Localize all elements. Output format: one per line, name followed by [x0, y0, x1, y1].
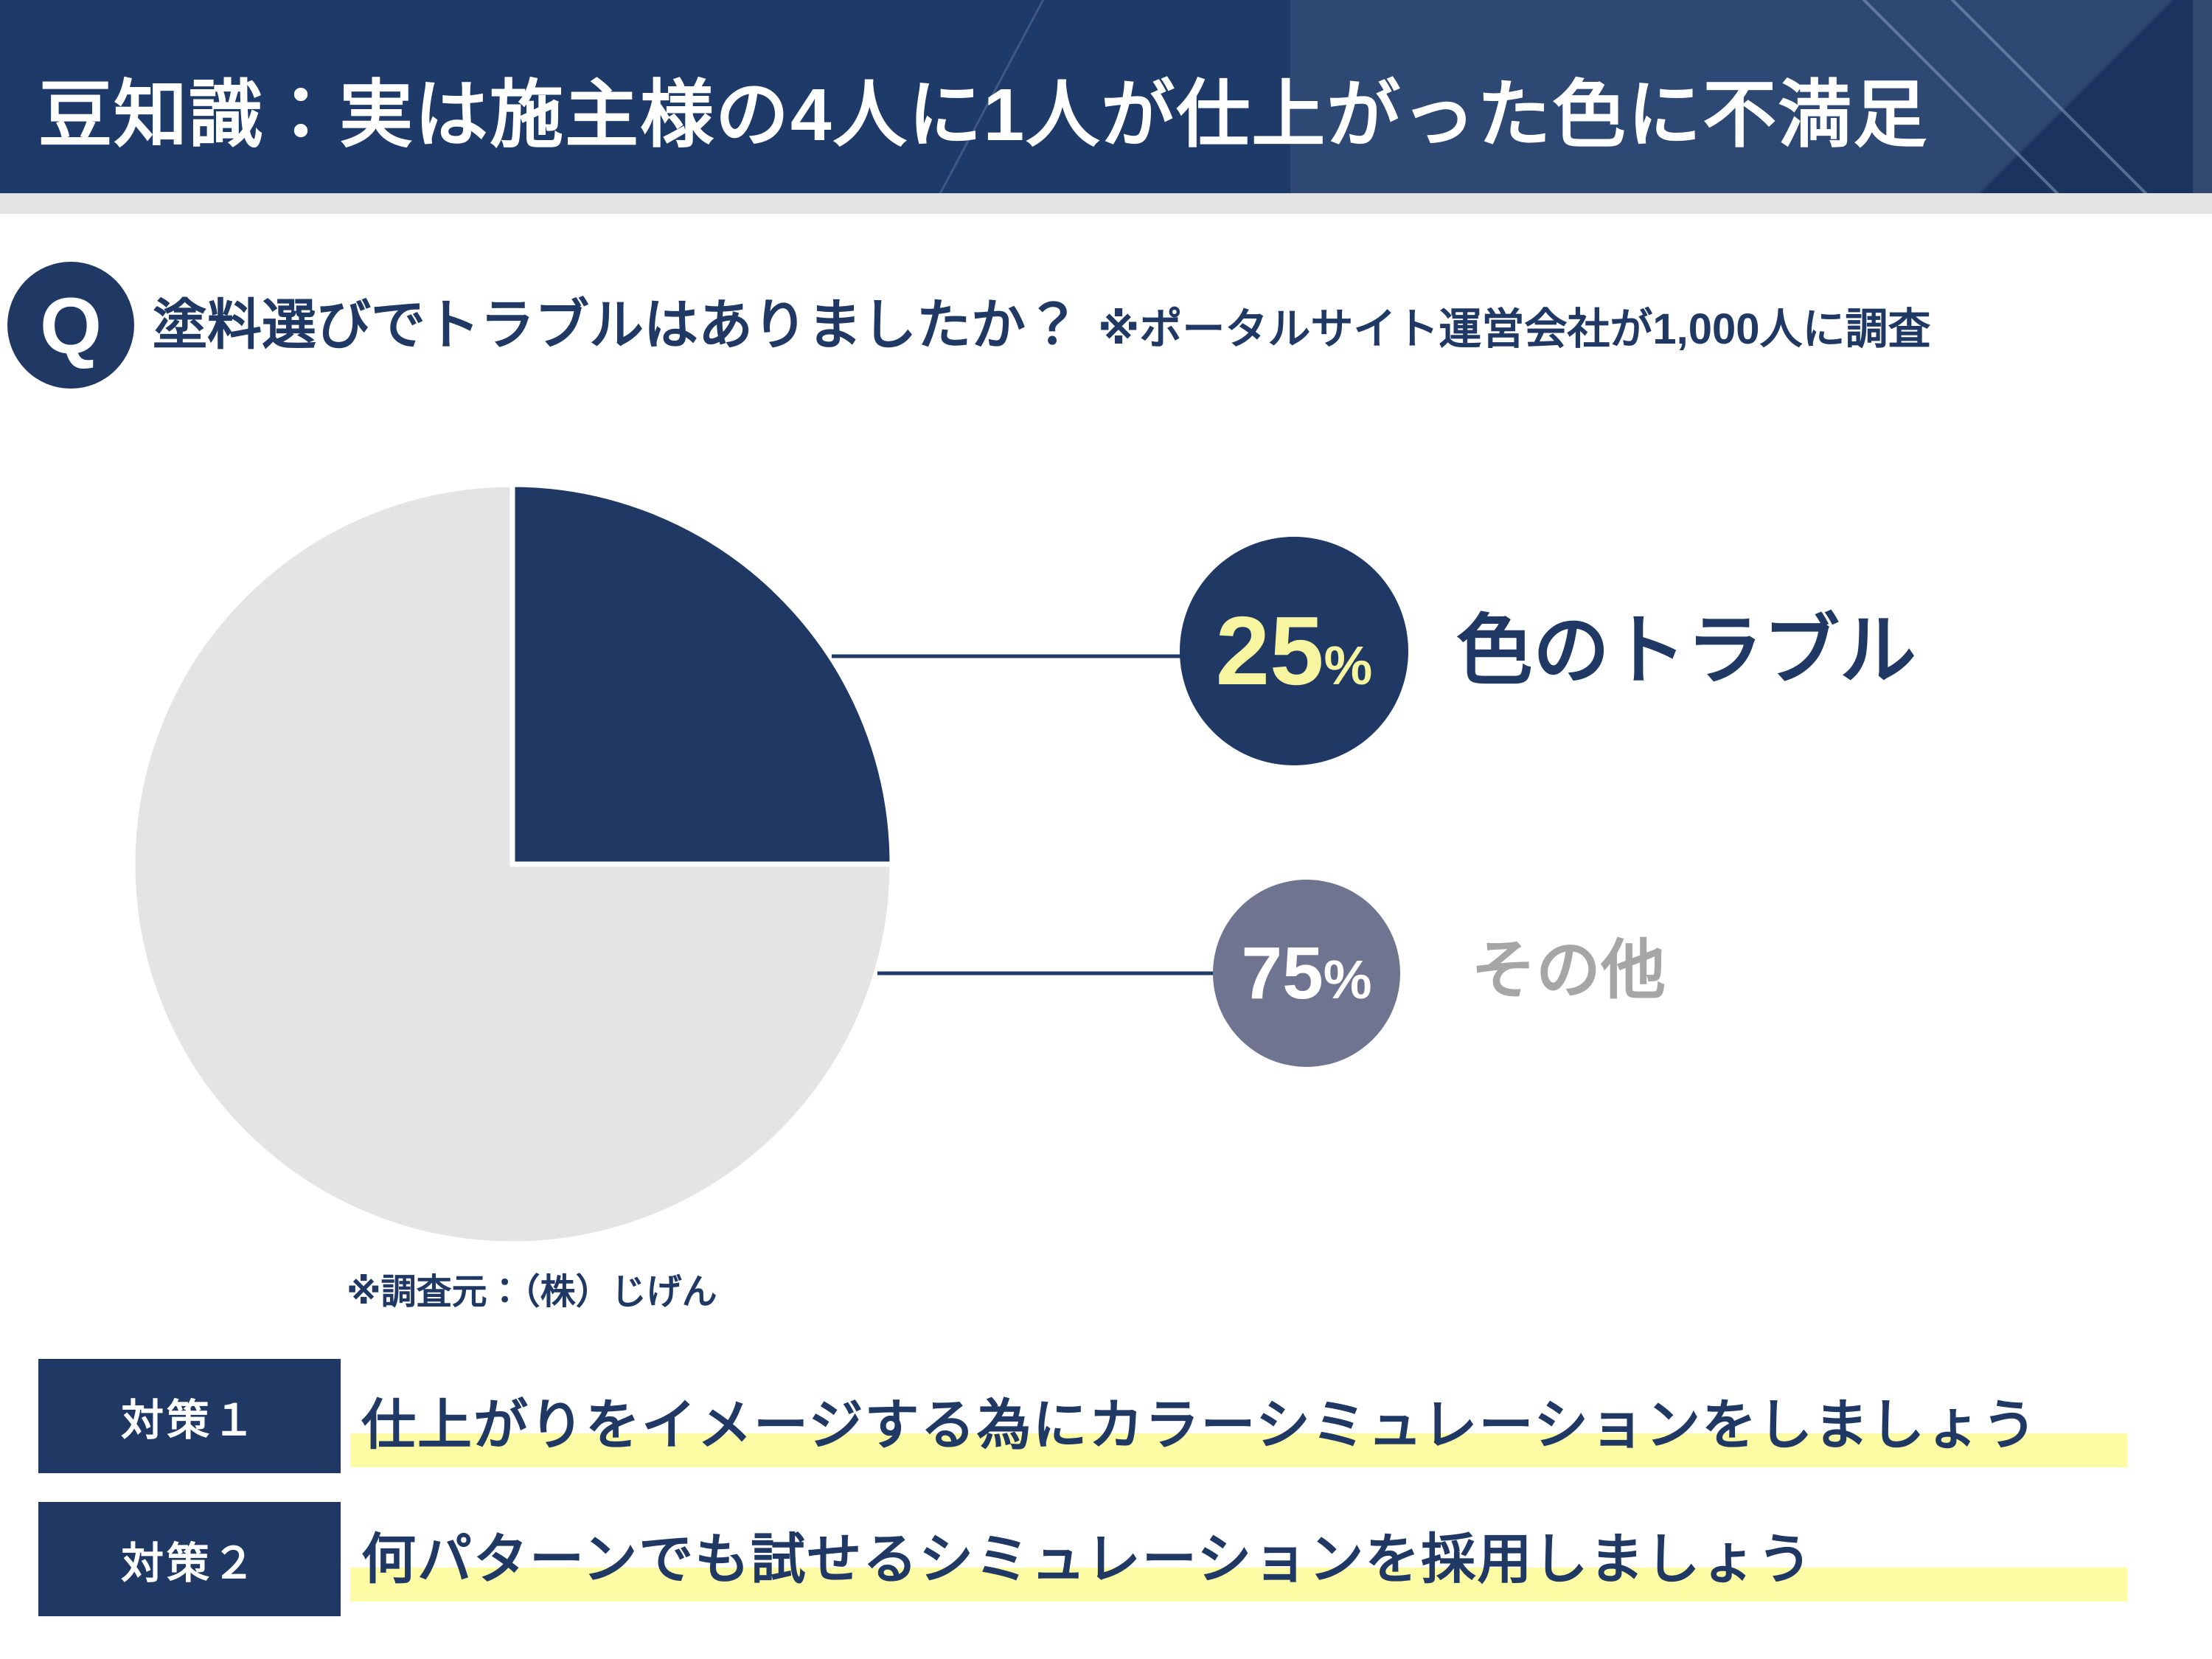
page-title: 豆知識：実は施主様の4人に1人が仕上がった色に不満足 [38, 73, 1929, 156]
pie-slice-color-trouble-25 [509, 481, 895, 867]
callout-bubble-75: 75 % [1213, 880, 1400, 1067]
callout-75-percent-sign: % [1323, 949, 1372, 1010]
question-badge-letter: Q [39, 280, 102, 370]
question-badge: Q [7, 262, 134, 389]
header-banner: 豆知識：実は施主様の4人に1人が仕上がった色に不満足 [0, 0, 2212, 193]
callout-75-value-group: 75 % [1241, 936, 1371, 1010]
slice-label-color-trouble: 色のトラブル [1456, 608, 1917, 694]
callout-bubble-25: 25 % [1180, 537, 1408, 765]
header-diagonal-shade [1290, 0, 2212, 193]
measure-2-tag-box: 対策２ [38, 1502, 341, 1616]
question-survey-note: ※ポータルサイト運営会社が1,000人に調査 [1098, 305, 1931, 353]
slice-label-other: その他 [1471, 933, 1666, 1006]
callout-25-value-group: 25 % [1216, 602, 1373, 700]
question-text: 塗料選びでトラブルはありましたか？ [153, 294, 1080, 355]
header-edge-strip [2193, 0, 2212, 193]
measure-1-text: 仕上がりをイメージする為にカラーシミュレーションをしましょう [361, 1394, 2039, 1455]
header-underline-strip [0, 193, 2212, 214]
measure-1-tag: 対策１ [120, 1396, 258, 1444]
measure-2-text: 何パターンでも試せるシミュレーションを採用しましょう [361, 1528, 1814, 1590]
callout-75-value: 75 [1241, 932, 1324, 1015]
measure-2-tag: 対策２ [120, 1539, 258, 1587]
measure-1-highlight [350, 1433, 2127, 1467]
survey-source-note: ※調査元：（株）じげん [347, 1273, 717, 1312]
callout-25-percent-sign: % [1324, 635, 1373, 696]
question-row: 塗料選びでトラブルはありましたか？ ※ポータルサイト運営会社が1,000人に調査 [153, 295, 1931, 355]
measure-1-tag-box: 対策１ [38, 1359, 341, 1473]
callout-25-value: 25 [1215, 597, 1324, 705]
measure-2-highlight [350, 1568, 2127, 1601]
